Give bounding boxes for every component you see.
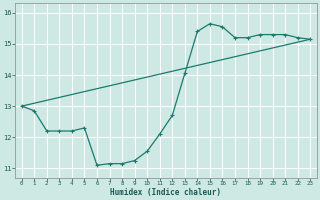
X-axis label: Humidex (Indice chaleur): Humidex (Indice chaleur) [110, 188, 221, 197]
